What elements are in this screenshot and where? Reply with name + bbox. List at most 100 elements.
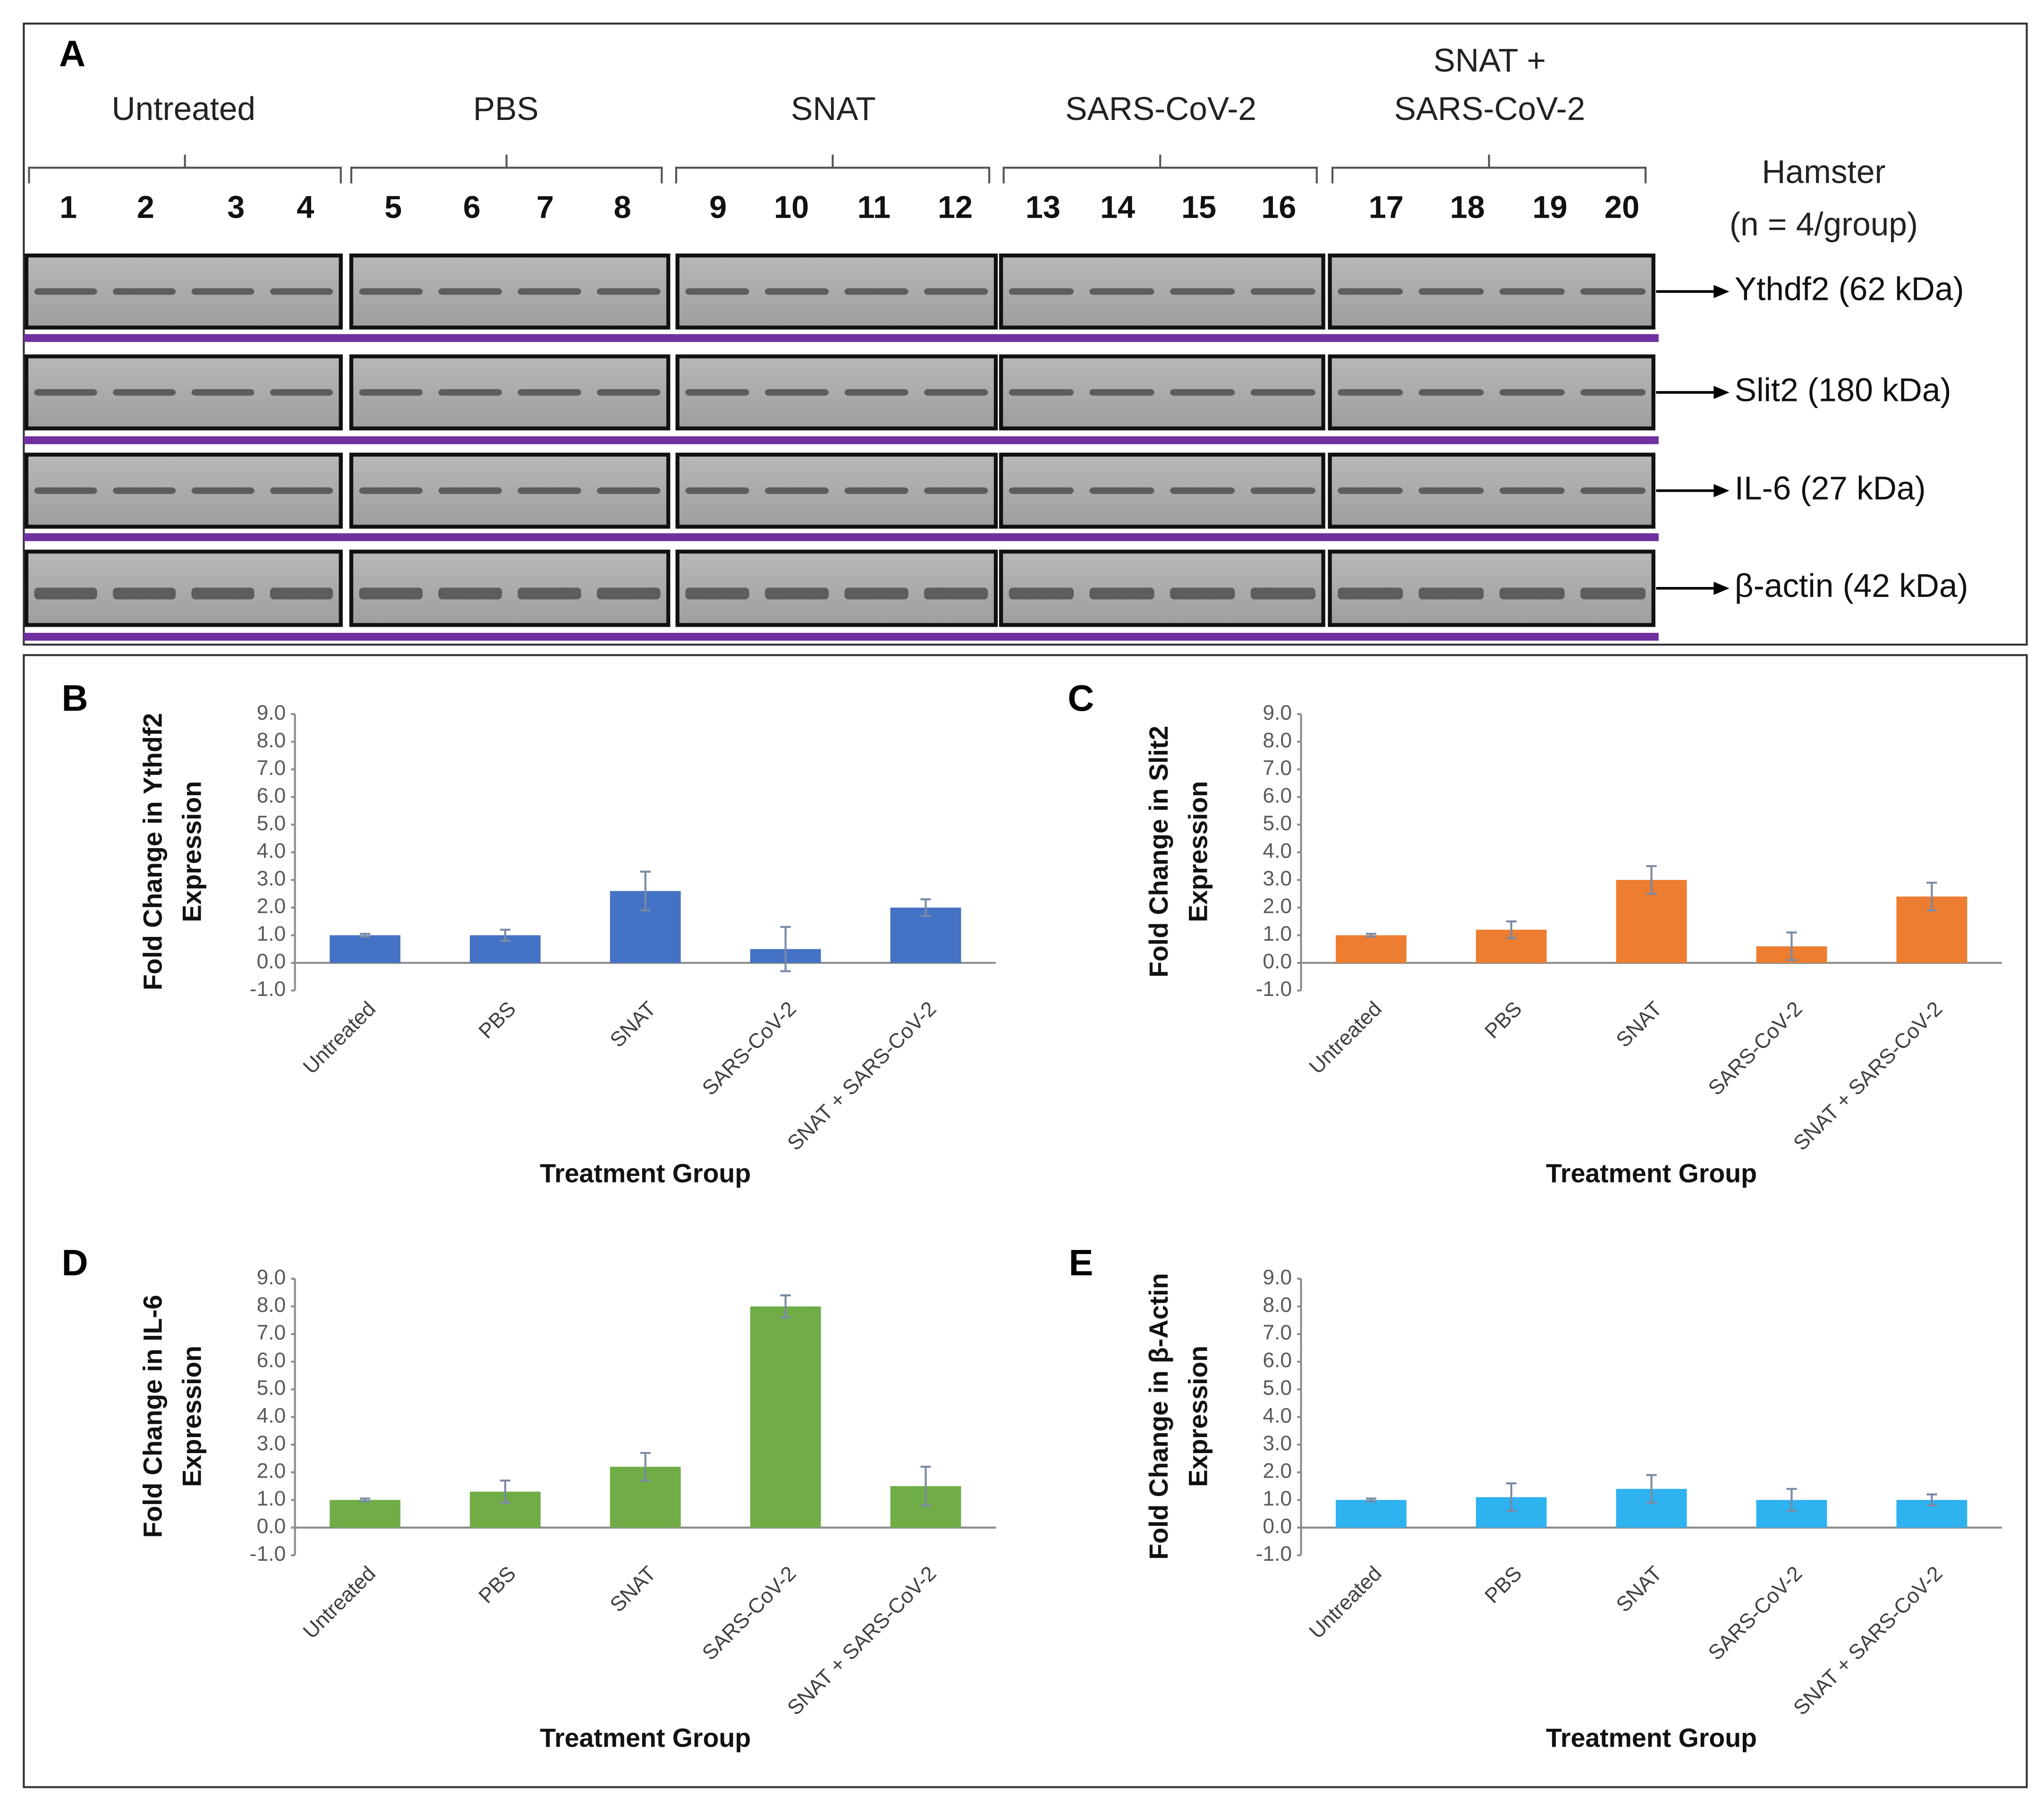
- lane-number: 4: [297, 190, 314, 225]
- blot-band: [685, 389, 749, 396]
- blot-band: [1170, 288, 1235, 295]
- y-tick-label: 7.0: [1263, 1321, 1292, 1344]
- group-bracket: [675, 154, 991, 184]
- blot-band: [1250, 288, 1315, 295]
- blot-band: [517, 487, 581, 494]
- lane-number: 9: [709, 190, 727, 225]
- blot-band: [1580, 587, 1646, 600]
- y-tick-label: 6.0: [257, 784, 286, 807]
- error-bar: [360, 1497, 371, 1503]
- blot-band: [1089, 288, 1154, 295]
- blot-band: [924, 487, 988, 494]
- error-bar: [1786, 931, 1797, 961]
- error-bar: [1365, 1497, 1376, 1503]
- y-tick-label: 5.0: [257, 1377, 286, 1400]
- blot-band: [765, 487, 829, 494]
- y-tick-label: 7.0: [1263, 757, 1292, 780]
- y-axis-label: Fold Change in β-Actin: [1144, 1273, 1173, 1560]
- blot-band: [270, 288, 333, 295]
- subject-label: (n = 4/group): [1730, 205, 1918, 242]
- bar: [1335, 1500, 1407, 1528]
- bar: [330, 935, 401, 963]
- panel-letter: E: [1069, 1243, 1093, 1284]
- arrow-head: [1713, 581, 1730, 595]
- blot-band: [34, 288, 97, 295]
- panel-letter: C: [1068, 678, 1094, 719]
- error-bar: [1926, 1493, 1937, 1506]
- blot-band: [1089, 587, 1154, 600]
- blot-band: [1089, 389, 1154, 396]
- y-tick-label: 4.0: [1263, 840, 1292, 863]
- lane-number: 5: [384, 190, 402, 225]
- blot-band: [685, 587, 749, 600]
- blot-band: [113, 288, 176, 295]
- panel-letter: A: [59, 34, 85, 74]
- protein-label: Ythdf2 (62 kDa): [1735, 271, 1964, 307]
- y-tick-label: 7.0: [257, 1321, 286, 1344]
- bar: [1335, 935, 1407, 963]
- error-bar: [1646, 1474, 1657, 1504]
- y-tick-label: 2.0: [257, 1459, 286, 1482]
- bar: [330, 1500, 401, 1528]
- error-bar: [1506, 1482, 1517, 1512]
- blot-band: [924, 587, 988, 600]
- blot-band: [1250, 389, 1315, 396]
- blot-band: [1499, 389, 1565, 396]
- y-tick-label: 1.0: [257, 922, 286, 945]
- blot-band: [438, 487, 502, 494]
- y-tick-label: 7.0: [257, 757, 286, 780]
- group-label: PBS: [473, 90, 539, 127]
- y-axis-label: Expression: [1183, 781, 1213, 922]
- blot-band: [1580, 288, 1646, 295]
- lane-number: 7: [536, 190, 554, 225]
- group-bracket: [1331, 154, 1647, 184]
- lane-number: 17: [1369, 190, 1404, 225]
- blot-band: [1009, 487, 1074, 494]
- y-axis-label: Fold Change in IL-6: [138, 1295, 167, 1538]
- blot-band: [438, 587, 502, 600]
- y-tick-label: 0.0: [1263, 950, 1292, 973]
- x-axis-label: Treatment Group: [540, 1158, 751, 1188]
- lane-number: 12: [938, 190, 973, 225]
- error-bar: [1646, 865, 1657, 895]
- y-tick-label: 4.0: [257, 840, 286, 863]
- error-bar: [1506, 920, 1517, 939]
- error-bar: [640, 1452, 651, 1482]
- lane-divider: [24, 533, 1659, 541]
- y-tick-label: 0.0: [257, 1514, 286, 1538]
- error-bar: [500, 928, 511, 942]
- error-bar: [780, 926, 791, 972]
- y-tick-label: 4.0: [1263, 1404, 1292, 1427]
- y-tick-label: 2.0: [1263, 1459, 1292, 1482]
- error-bar: [1926, 882, 1937, 911]
- y-tick-label: 4.0: [257, 1404, 286, 1427]
- y-tick-label: 8.0: [1263, 729, 1292, 752]
- error-bar: [500, 1480, 511, 1504]
- blot-band: [359, 487, 423, 494]
- blot-band: [191, 587, 254, 600]
- y-tick-label: 9.0: [1263, 701, 1292, 724]
- lane-number: 3: [227, 190, 245, 225]
- blot-band: [765, 288, 829, 295]
- blot-band: [1338, 587, 1403, 600]
- subject-label: Hamster: [1762, 153, 1885, 190]
- error-bar: [1365, 933, 1376, 938]
- group-label: SARS-CoV-2: [1065, 90, 1256, 127]
- y-tick-label: 3.0: [1263, 1432, 1292, 1455]
- blot-band: [191, 487, 254, 494]
- blot-band: [1580, 389, 1646, 396]
- y-axis-label: Fold Change in Slit2: [1144, 726, 1173, 978]
- y-tick-label: 3.0: [257, 1432, 286, 1455]
- x-axis-label: Treatment Group: [540, 1723, 751, 1752]
- blot-band: [1338, 288, 1403, 295]
- blot-band: [597, 389, 661, 396]
- blot-band: [34, 389, 97, 396]
- blot-band: [1499, 487, 1565, 494]
- blot-band: [34, 587, 97, 600]
- y-tick-label: 2.0: [257, 895, 286, 918]
- blot-band: [438, 288, 502, 295]
- blot-band: [113, 587, 176, 600]
- y-axis-label: Fold Change in Ythdf2: [138, 713, 167, 991]
- blot-band: [1250, 587, 1315, 600]
